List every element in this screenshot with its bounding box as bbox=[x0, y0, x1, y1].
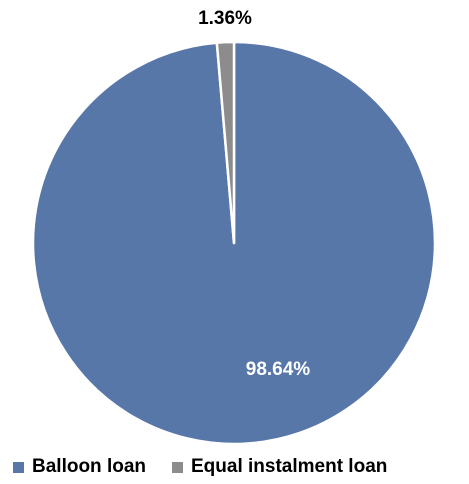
pie-slices bbox=[31, 40, 437, 446]
chart-legend: Balloon loan Equal instalment loan bbox=[0, 455, 469, 479]
legend-swatch-equal-instalment-loan bbox=[172, 461, 183, 473]
pie-slice-equal-instalment-loan bbox=[215, 40, 236, 245]
legend-swatch-balloon-loan bbox=[13, 461, 24, 473]
data-label-balloon-loan: 98.64% bbox=[246, 359, 311, 380]
legend-item-equal-instalment-loan: Equal instalment loan bbox=[172, 456, 387, 478]
legend-item-balloon-loan: Balloon loan bbox=[13, 456, 146, 478]
legend-label-equal-instalment-loan: Equal instalment loan bbox=[191, 456, 388, 477]
legend-label-balloon-loan: Balloon loan bbox=[32, 456, 146, 477]
pie-data-labels: 98.64% 1.36% bbox=[198, 8, 310, 380]
data-label-equal-instalment-loan: 1.36% bbox=[198, 8, 252, 29]
